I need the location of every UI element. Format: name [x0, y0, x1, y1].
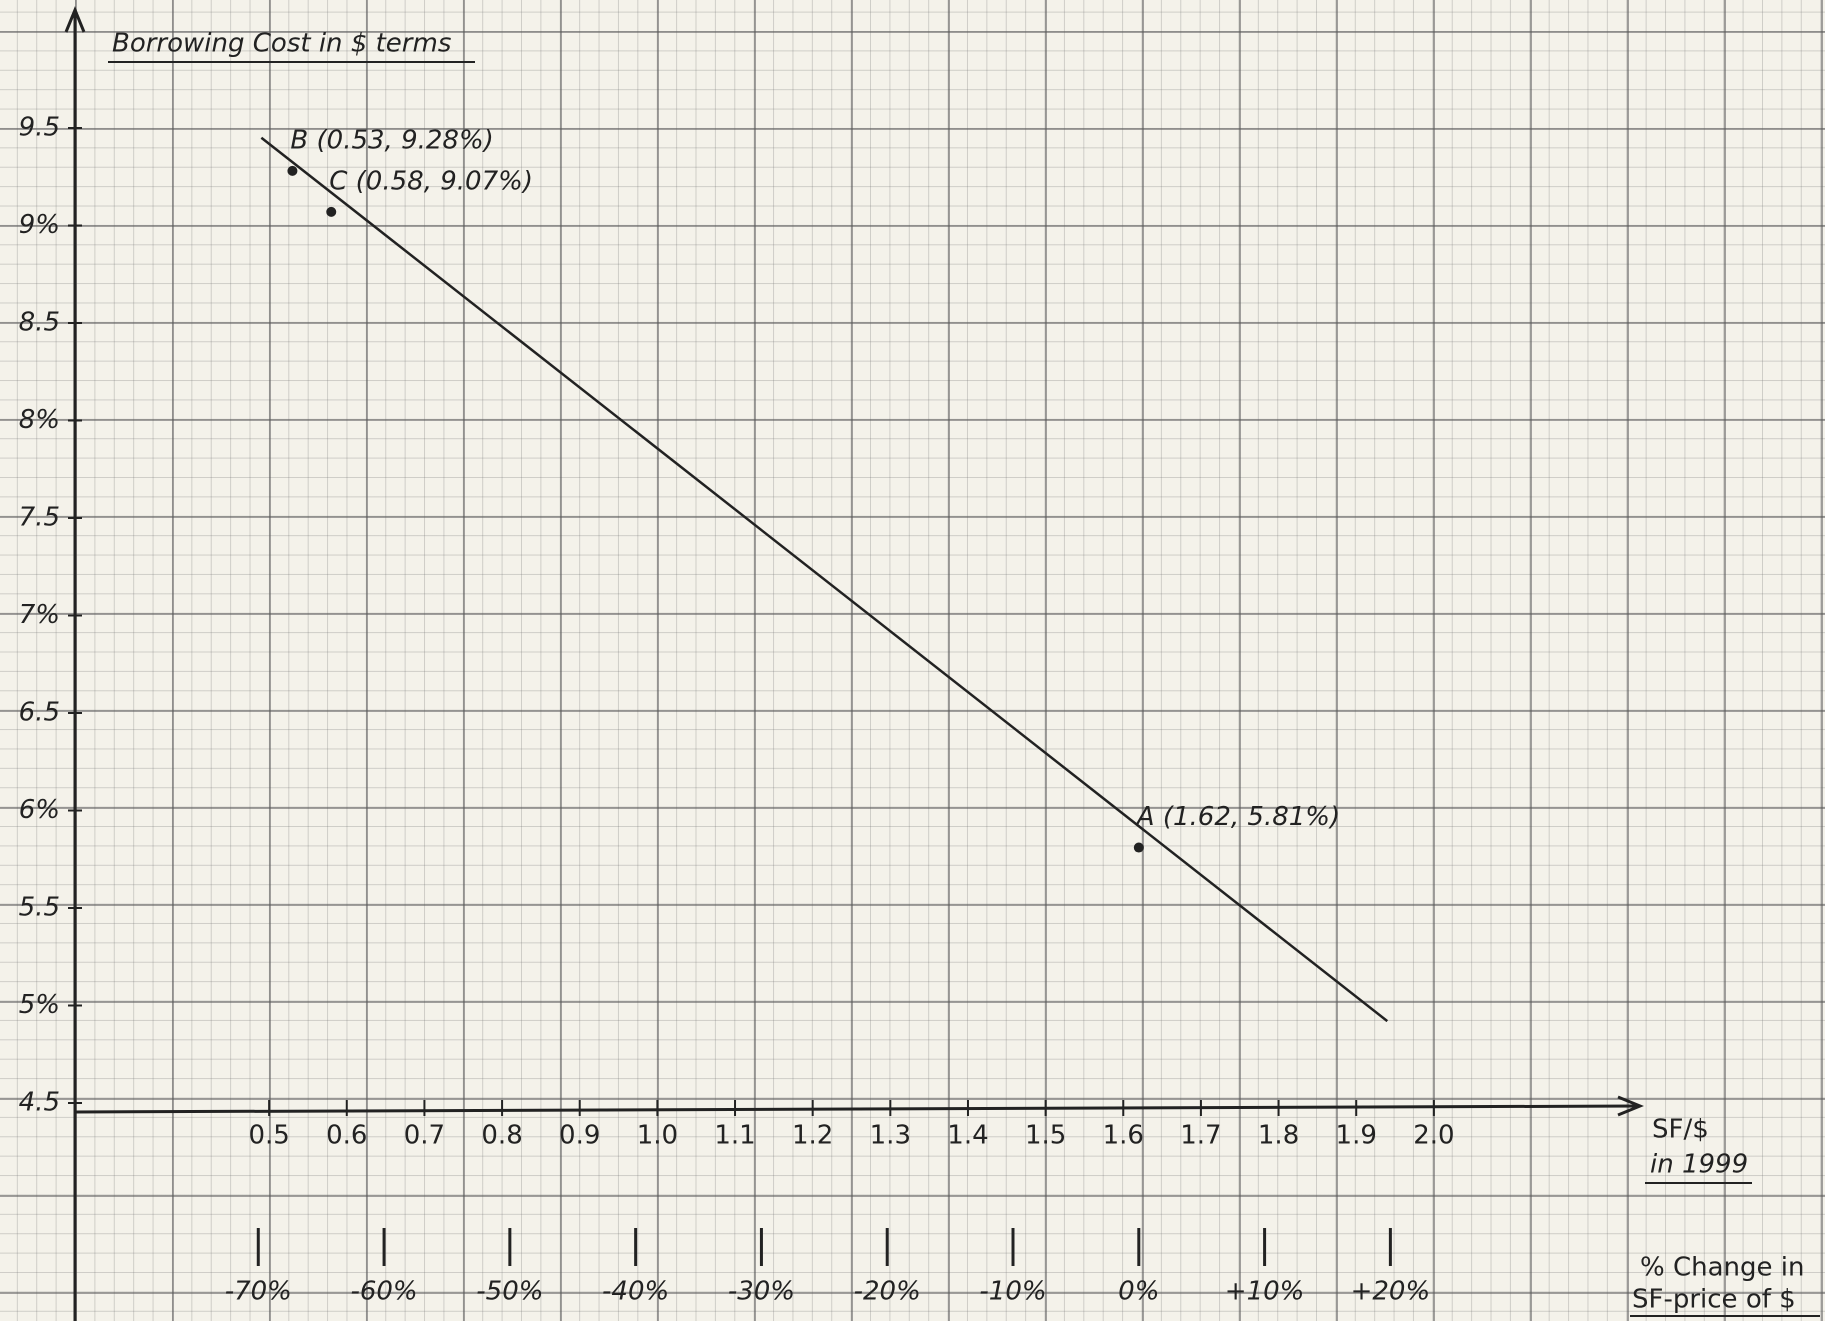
x-tick-label: 1.2	[792, 1121, 833, 1151]
point-label: B (0.53, 9.28%)	[290, 125, 493, 155]
y-tick-label: 4.5	[19, 1088, 60, 1118]
y-tick-label: 5.5	[19, 893, 60, 923]
x2-axis-label: % Change in	[1640, 1253, 1804, 1283]
x2-tick-label: +10%	[1225, 1277, 1305, 1307]
x-tick-label: 1.4	[947, 1121, 988, 1151]
point	[287, 166, 297, 176]
y-tick-label: 7.5	[19, 503, 60, 533]
x2-tick-label: +20%	[1351, 1277, 1431, 1307]
x-tick-label: 1.9	[1336, 1121, 1377, 1151]
x-axis	[75, 1106, 1638, 1112]
x-tick-label: 2.0	[1413, 1121, 1454, 1151]
x-tick-label: 1.7	[1180, 1121, 1221, 1151]
x2-tick-label: -40%	[602, 1277, 669, 1307]
chart: Borrowing Cost in $ terms SF/$ in 1999 %…	[0, 0, 1825, 1321]
y-tick-label: 8%	[19, 405, 60, 435]
x-axis-label: SF/$	[1652, 1115, 1709, 1145]
x-tick-label: 1.0	[637, 1121, 678, 1151]
page: Borrowing Cost in $ terms SF/$ in 1999 %…	[0, 0, 1825, 1321]
x-tick-label: 1.8	[1258, 1121, 1299, 1151]
y-tick-label: 6.5	[19, 698, 60, 728]
x-tick-label: 0.5	[248, 1121, 289, 1151]
x-tick-label: 1.1	[714, 1121, 755, 1151]
point-label: A (1.62, 5.81%)	[1135, 802, 1340, 832]
x2-tick-label: -50%	[476, 1277, 543, 1307]
x2-axis-label: SF-price of $	[1632, 1285, 1796, 1315]
y-tick-label: 6%	[19, 795, 60, 825]
x-tick-label: 0.7	[404, 1121, 445, 1151]
y-tick-label: 9%	[19, 210, 60, 240]
line	[261, 138, 1387, 1021]
y-tick-label: 8.5	[19, 308, 60, 338]
x2-tick-label: 0%	[1118, 1277, 1159, 1307]
point	[1134, 843, 1144, 853]
x2-tick-label: -20%	[854, 1277, 921, 1307]
y-tick-label: 5%	[19, 990, 60, 1020]
x-tick-label: 1.3	[870, 1121, 911, 1151]
x2-tick-label: -10%	[979, 1277, 1046, 1307]
point	[326, 207, 336, 217]
x-axis-label: in 1999	[1650, 1150, 1748, 1180]
x-tick-label: 0.9	[559, 1121, 600, 1151]
x-tick-label: 1.6	[1103, 1121, 1144, 1151]
x2-tick-label: -70%	[225, 1277, 292, 1307]
y-tick-label: 7%	[19, 600, 60, 630]
y-tick-label: 9.5	[19, 113, 60, 143]
x2-tick-label: -60%	[350, 1277, 417, 1307]
x-tick-label: 0.6	[326, 1121, 367, 1151]
x2-tick-label: -30%	[728, 1277, 795, 1307]
x-tick-label: 0.8	[481, 1121, 522, 1151]
x-tick-label: 1.5	[1025, 1121, 1066, 1151]
point-label: C (0.58, 9.07%)	[329, 166, 533, 196]
chart-title: Borrowing Cost in $ terms	[112, 29, 451, 59]
